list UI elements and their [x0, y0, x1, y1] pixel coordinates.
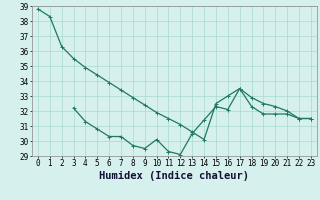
X-axis label: Humidex (Indice chaleur): Humidex (Indice chaleur): [100, 171, 249, 181]
